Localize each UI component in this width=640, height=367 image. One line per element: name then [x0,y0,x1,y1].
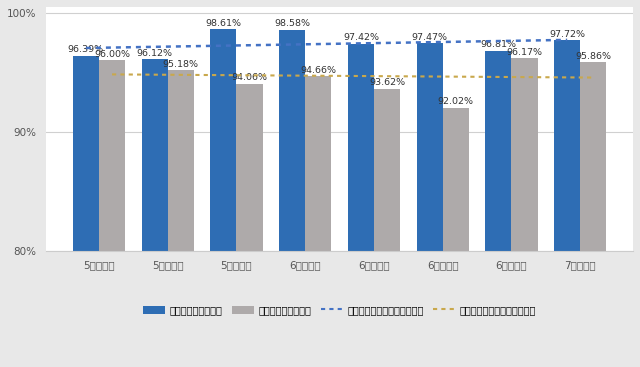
Text: 95.86%: 95.86% [575,52,611,61]
Bar [305,76,332,251]
Bar [443,108,469,251]
Bar [580,62,606,251]
Bar [374,89,400,251]
Bar [554,40,580,251]
Text: 94.66%: 94.66% [300,66,336,75]
Text: 92.02%: 92.02% [438,97,474,106]
Bar [141,59,168,251]
Bar [279,30,305,251]
Bar [348,44,374,251]
Bar [417,43,443,251]
Bar [511,58,538,251]
Text: 93.62%: 93.62% [369,78,405,87]
Bar [236,84,262,251]
Text: 96.39%: 96.39% [68,46,104,54]
Text: 96.00%: 96.00% [94,50,130,59]
Text: 96.81%: 96.81% [481,40,516,50]
Text: 98.58%: 98.58% [274,19,310,28]
Bar [485,51,511,251]
Legend: 企查查数据有效更新, 天眼查数据有效更新, 线性（企查查数据有效更新）, 线性（天眼查数据有效更新）: 企查查数据有效更新, 天眼查数据有效更新, 线性（企查查数据有效更新）, 线性（… [140,301,540,319]
Bar [168,70,194,251]
Bar [99,61,125,251]
Bar [211,29,236,251]
Text: 95.18%: 95.18% [163,60,199,69]
Text: 96.17%: 96.17% [507,48,543,57]
Text: 97.72%: 97.72% [549,30,585,39]
Text: 96.12%: 96.12% [137,48,173,58]
Bar [73,56,99,251]
Text: 98.61%: 98.61% [205,19,241,28]
Text: 97.47%: 97.47% [412,33,447,41]
Text: 97.42%: 97.42% [343,33,379,42]
Text: 94.06%: 94.06% [232,73,268,82]
